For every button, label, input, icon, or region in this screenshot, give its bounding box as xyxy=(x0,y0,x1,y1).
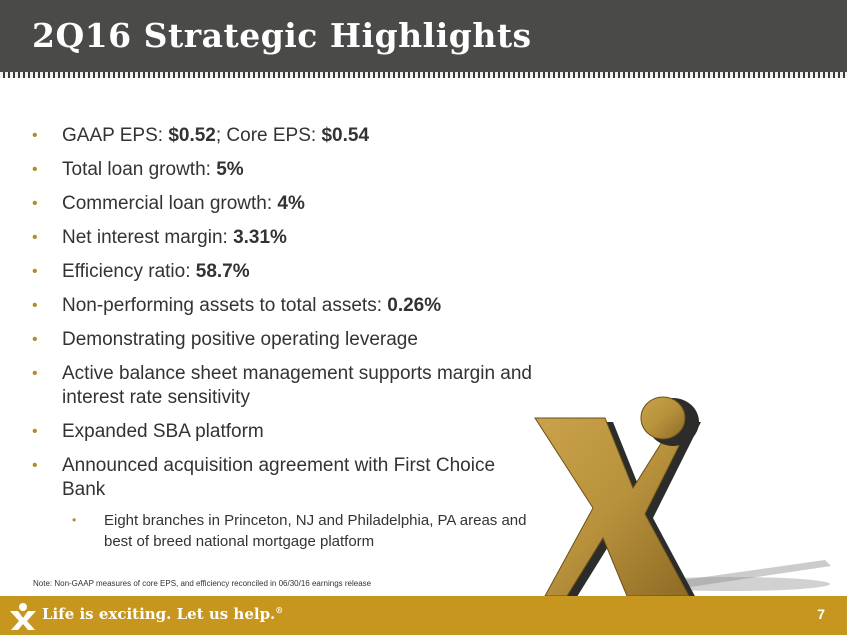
sub-bullet-label: Eight branches in Princeton, NJ and Phil… xyxy=(104,512,527,550)
list-item: Announced acquisition agreement with Fir… xyxy=(32,454,532,502)
list-item: Demonstrating positive operating leverag… xyxy=(32,328,532,352)
bullet-label: GAAP EPS: xyxy=(62,125,164,146)
bullet-value: $0.52 xyxy=(168,125,216,146)
list-item: Total loan growth: 5% xyxy=(32,158,532,182)
list-item: GAAP EPS: $0.52; Core EPS: $0.54 xyxy=(32,124,532,148)
bullet-label: Demonstrating positive operating leverag… xyxy=(62,329,418,350)
footer-bar: Life is exciting. Let us help.® 7 xyxy=(0,596,847,635)
header-divider xyxy=(0,72,847,78)
page-number: 7 xyxy=(817,606,825,622)
sub-list-item: Eight branches in Princeton, NJ and Phil… xyxy=(32,510,532,552)
bullet-label: Announced acquisition agreement with Fir… xyxy=(62,455,496,500)
bullet-label: Total loan growth: xyxy=(62,159,211,180)
highlights-list: GAAP EPS: $0.52; Core EPS: $0.54 Total l… xyxy=(32,124,532,552)
trademark-symbol: ® xyxy=(275,605,284,615)
page-title: 2Q16 Strategic Highlights xyxy=(32,16,532,55)
list-item: Commercial loan growth: 4% xyxy=(32,192,532,216)
bullet-label: Efficiency ratio: xyxy=(62,261,191,282)
bullet-value: 5% xyxy=(216,159,244,180)
bullet-label: Net interest margin: xyxy=(62,227,228,248)
list-item: Expanded SBA platform xyxy=(32,420,532,444)
x-person-logo-icon xyxy=(10,603,36,630)
bullet-label: Commercial loan growth: xyxy=(62,193,273,214)
bullet-label: Non-performing assets to total assets: xyxy=(62,295,382,316)
list-item: Efficiency ratio: 58.7% xyxy=(32,260,532,284)
list-item: Net interest margin: 3.31% xyxy=(32,226,532,250)
bullet-label: Active balance sheet management supports… xyxy=(62,363,532,408)
footnote: Note: Non-GAAP measures of core EPS, and… xyxy=(33,579,372,588)
list-item: Non-performing assets to total assets: 0… xyxy=(32,294,532,318)
bullet-value: 3.31% xyxy=(233,227,287,248)
bullet-value-secondary: $0.54 xyxy=(321,125,370,146)
bullet-label: Expanded SBA platform xyxy=(62,421,264,442)
tagline-text: Life is exciting. Let us help. xyxy=(42,605,276,623)
x-logo-icon xyxy=(534,396,831,600)
header-bar: 2Q16 Strategic Highlights xyxy=(0,0,847,72)
bullet-value: 0.26% xyxy=(387,295,442,316)
footer-tagline: Life is exciting. Let us help.® xyxy=(42,605,283,623)
list-item: Active balance sheet management supports… xyxy=(32,362,532,410)
bullet-value: 58.7% xyxy=(195,261,250,282)
bullet-value: 4% xyxy=(277,193,305,214)
bullet-label-secondary: ; Core EPS: xyxy=(215,125,317,146)
